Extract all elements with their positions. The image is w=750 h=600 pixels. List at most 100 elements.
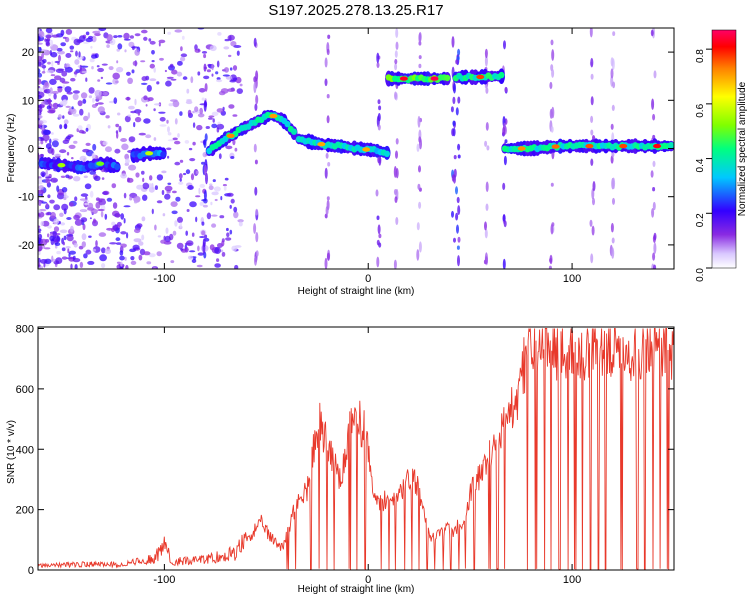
noise-speckle: [54, 60, 61, 64]
chart-title: S197.2025.278.13.25.R17: [268, 2, 443, 19]
noise-speckle: [211, 123, 218, 129]
snr-content: [38, 328, 674, 570]
noise-speckle: [127, 114, 131, 117]
noise-speckle: [38, 115, 43, 119]
noise-speckle: [97, 67, 104, 73]
noise-speckle: [221, 251, 226, 257]
noise-speckle: [211, 223, 217, 228]
streak-speckle: [453, 155, 457, 160]
noise-speckle: [237, 219, 244, 223]
noise-speckle: [194, 106, 199, 113]
noise-speckle: [99, 140, 103, 145]
colorbar-tick-label: 0.2: [695, 213, 706, 227]
track-peak: [585, 143, 594, 149]
colorbar-gradient: [711, 29, 737, 269]
noise-speckle: [201, 230, 206, 236]
noise-speckle: [196, 124, 203, 131]
noise-speckle: [61, 203, 69, 211]
streak-speckle: [416, 222, 420, 231]
noise-speckle: [124, 115, 131, 123]
noise-speckle: [38, 225, 41, 228]
noise-speckle: [65, 135, 72, 140]
noise-speckle: [83, 175, 88, 179]
noise-speckle: [81, 241, 87, 248]
noise-speckle: [64, 66, 73, 73]
noise-speckle: [41, 71, 46, 74]
y-tick-label: 800: [16, 324, 34, 336]
noise-speckle: [147, 97, 154, 102]
noise-speckle: [115, 213, 121, 218]
noise-speckle: [45, 212, 50, 216]
noise-speckle: [188, 255, 194, 260]
noise-speckle: [112, 202, 118, 209]
noise-speckle: [146, 84, 152, 92]
streak-speckle: [612, 177, 616, 190]
noise-speckle: [73, 140, 78, 144]
streak-speckle: [548, 265, 552, 269]
noise-speckle: [230, 198, 235, 204]
noise-speckle: [46, 69, 55, 74]
noise-speckle: [45, 176, 52, 179]
noise-speckle: [208, 185, 214, 191]
noise-speckle: [215, 71, 219, 75]
noise-speckle: [120, 261, 123, 267]
noise-speckle: [156, 174, 164, 181]
noise-speckle: [74, 59, 80, 65]
streak-speckle: [254, 256, 257, 266]
noise-speckle: [87, 112, 91, 119]
noise-speckle: [153, 108, 156, 112]
noise-speckle: [180, 248, 184, 251]
noise-speckle: [127, 177, 134, 183]
track-peak: [317, 142, 326, 147]
snr-series-line: [38, 328, 674, 570]
track-body: [444, 74, 451, 82]
noise-speckle: [184, 140, 190, 144]
streak-speckle: [393, 259, 397, 269]
noise-speckle: [43, 247, 51, 250]
streak-speckle: [485, 203, 489, 211]
noise-speckle: [98, 232, 107, 237]
track-peak: [476, 74, 485, 80]
streak-speckle: [324, 257, 328, 269]
noise-speckle: [190, 76, 194, 84]
y-tick-label: -10: [18, 192, 34, 204]
noise-speckle: [158, 39, 166, 44]
noise-speckle: [42, 84, 46, 91]
streak-speckle: [417, 183, 421, 190]
streak-speckle: [455, 212, 459, 221]
streak-speckle: [394, 58, 398, 65]
streak-speckle: [550, 182, 554, 187]
noise-speckle: [54, 245, 58, 249]
streak-speckle: [456, 245, 460, 250]
noise-speckle: [106, 227, 113, 231]
noise-speckle: [181, 35, 185, 40]
noise-speckle: [59, 149, 67, 154]
streak-speckle: [485, 87, 489, 94]
noise-speckle: [134, 228, 141, 234]
streak-speckle: [610, 222, 614, 233]
noise-speckle: [198, 187, 201, 195]
streak-speckle: [376, 62, 380, 68]
noise-speckle: [229, 67, 233, 71]
noise-speckle: [149, 78, 157, 82]
noise-speckle: [187, 109, 192, 116]
streak-speckle: [255, 70, 259, 82]
noise-speckle: [92, 30, 101, 34]
streak-speckle: [378, 233, 382, 239]
streak-speckle: [590, 129, 594, 136]
noise-speckle: [38, 262, 41, 267]
track-peak: [269, 113, 278, 119]
streak-speckle: [418, 165, 421, 173]
noise-speckle: [71, 157, 74, 160]
noise-speckle: [38, 61, 42, 67]
noise-speckle: [54, 242, 61, 247]
noise-speckle: [156, 81, 160, 85]
streak-speckle: [651, 208, 655, 218]
streak-speckle: [652, 160, 656, 167]
streak-speckle: [255, 208, 259, 216]
noise-speckle: [67, 248, 70, 254]
noise-speckle: [87, 260, 95, 265]
colorbar-tick-label: 0.8: [695, 49, 706, 63]
streak-speckle: [590, 115, 594, 123]
noise-speckle: [97, 106, 105, 114]
